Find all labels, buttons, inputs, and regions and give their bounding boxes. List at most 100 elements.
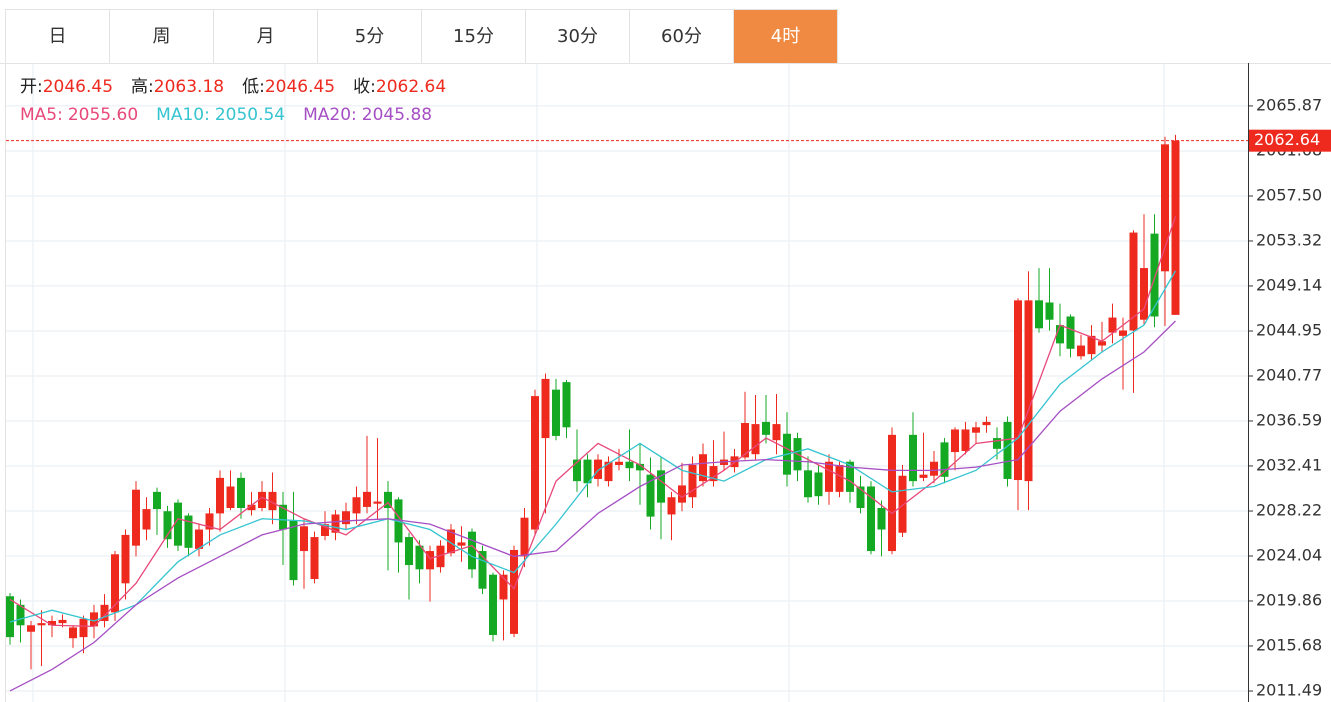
candle-body [1108,317,1117,333]
candle-body [163,511,172,540]
candle-body [499,574,508,600]
candle-body [321,524,329,536]
candle-body [930,461,938,476]
candle-body [531,396,539,530]
candle-body [594,459,602,479]
candle-body [1035,300,1043,329]
candle-body [363,491,371,507]
candle-body [1045,302,1054,320]
candle-body [237,477,245,509]
candle-body [1119,330,1127,336]
candle-body [90,612,98,627]
period-tab[interactable]: 月 [214,10,318,63]
ma-line [9,216,1177,628]
candle-body [636,463,644,471]
y-tick-label: 2019.86 [1256,590,1322,609]
candle-body [604,461,613,482]
period-tab[interactable]: 4时 [734,10,838,63]
candle-body [478,551,487,589]
candle-body [888,434,896,552]
candle-body [58,619,67,624]
candle-body [373,501,382,504]
candle-body [342,511,350,525]
y-tick-label: 2011.49 [1256,681,1322,700]
info-value: 2062.64 [376,77,446,97]
candle-body [625,461,634,469]
candle-body [940,442,949,477]
candle-body [846,461,854,492]
candle-body [709,466,718,482]
period-tab[interactable]: 周 [110,10,214,63]
y-tick-label: 2057.50 [1256,185,1322,204]
period-tab[interactable]: 15分 [422,10,526,63]
y-tick-label: 2036.59 [1256,410,1322,429]
period-tab[interactable]: 60分 [630,10,734,63]
candle-body [1003,421,1012,479]
candle-body [657,470,665,503]
last-price-box [1249,129,1331,152]
candle-body [216,477,224,514]
info-label: MA5: [20,105,63,125]
candle-body [405,537,413,566]
candle-body [489,574,497,635]
candle-body [142,509,151,530]
candle-body [762,421,770,435]
period-tab[interactable]: 30分 [526,10,630,63]
candle-body [457,542,466,546]
candle-body [426,551,434,570]
candle-body [867,486,875,552]
candle-body [1150,233,1159,317]
period-tab[interactable]: 日 [6,10,110,63]
period-tab[interactable]: 5分 [318,10,422,63]
candle-body [205,513,214,530]
candle-body [268,491,277,511]
candle-body [909,434,917,482]
info-value: 2046.45 [43,77,113,97]
candle-body [1129,232,1138,331]
info-value: 2055.60 [68,105,138,125]
candle-body [877,508,886,530]
candle-body [688,464,697,498]
candle-body [352,497,361,514]
candle-body [1056,325,1064,344]
candle-body [415,545,424,570]
candle-body [898,475,907,533]
candle-body [520,517,529,557]
last-price-label: 2062.64 [1254,130,1320,149]
candle-body [741,423,749,458]
candle-body [79,618,88,638]
info-label: MA10: [156,105,210,125]
candle-body [1098,341,1106,346]
candle-body [226,486,235,509]
candle-body [1161,144,1169,272]
candle-body [153,491,161,510]
info-row: 开:2046.45 高:2063.18 低:2046.45 收:2062.64 [20,77,446,97]
info-label: MA20: [303,105,357,125]
candle-body [100,604,109,621]
candle-body [804,470,812,498]
candle-body [1024,300,1033,482]
candle-body [195,529,203,549]
candle-body [835,464,844,492]
y-tick-label: 2032.41 [1256,455,1322,474]
info-value: 2045.88 [362,105,432,125]
candle-body [184,515,193,548]
candle-body [1087,335,1096,355]
candle-body [6,596,14,638]
y-tick-label: 2044.95 [1256,321,1322,340]
y-tick-label: 2040.77 [1256,365,1322,384]
y-tick-label: 2049.14 [1256,275,1322,294]
candle-body [1171,140,1180,315]
info-value: 2046.45 [265,77,335,97]
candle-body [111,554,119,613]
candle-body [982,421,991,426]
candle-body [289,520,298,581]
y-tick-label: 2053.32 [1256,230,1322,249]
candle-body [1066,316,1075,349]
candle-body [27,625,35,632]
candle-body [751,424,760,455]
candle-body [972,427,980,433]
info-value: 2063.18 [154,77,224,97]
ma-line [9,270,1177,623]
